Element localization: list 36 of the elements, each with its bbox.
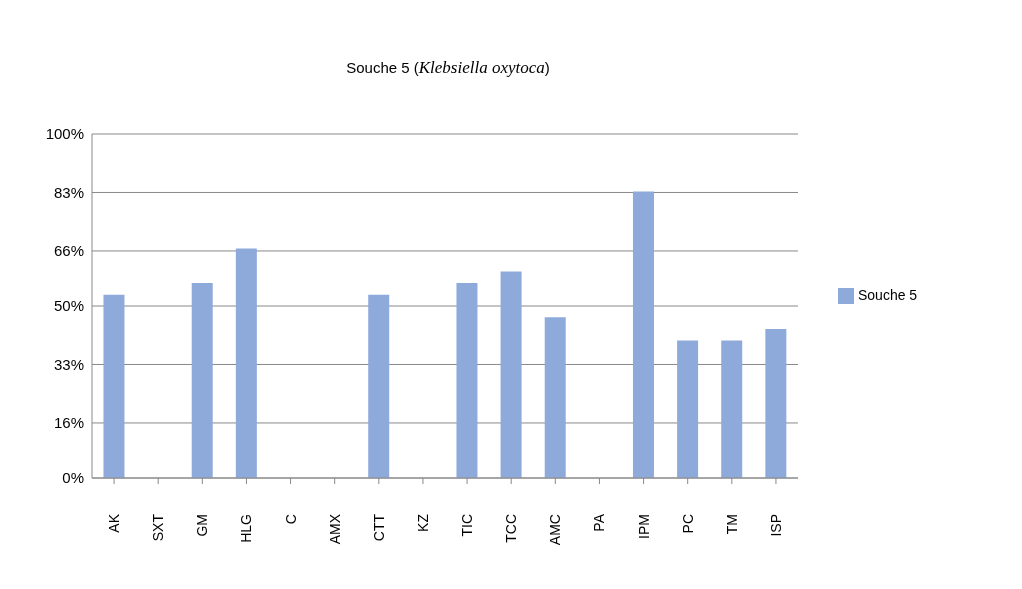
x-tick-label: AMX [326,513,343,545]
y-tick-label: 100% [45,125,84,143]
y-tick-label: 83% [53,183,84,201]
bar [456,282,478,478]
y-tick-label: 0% [62,469,84,487]
x-tick-label: C [282,514,299,525]
x-tick-label: SXT [150,513,167,542]
x-tick-label: PA [591,513,608,532]
bar [191,282,213,478]
bar [677,340,699,478]
x-tick-label: TIC [459,514,476,537]
bar [500,271,522,478]
x-tick-label: IPM [635,514,652,539]
bar [632,191,654,478]
legend-label: Souche 5 [858,286,918,303]
x-tick-label: TCC [503,514,520,543]
x-tick-label: GM [194,514,211,537]
y-tick-label: 50% [53,297,84,315]
bar [721,340,743,478]
bar [544,317,566,478]
x-tick-label: AK [106,513,123,533]
chart-title: Souche 5 (Klebsiella oxytoca) [346,58,550,77]
x-tick-label: HLG [238,514,255,543]
y-tick-label: 33% [53,355,84,373]
bar [368,294,390,478]
x-tick-label: KZ [414,513,431,532]
x-tick-label: ISP [767,514,784,537]
x-tick-label: TM [723,514,740,535]
x-tick-label: PC [679,514,696,534]
bar [765,329,787,478]
y-tick-label: 66% [53,242,84,260]
bar [235,248,257,478]
y-tick-label: 16% [53,414,84,432]
x-tick-label: CTT [370,513,387,542]
bar [103,294,125,478]
x-tick-label: AMC [547,514,564,546]
